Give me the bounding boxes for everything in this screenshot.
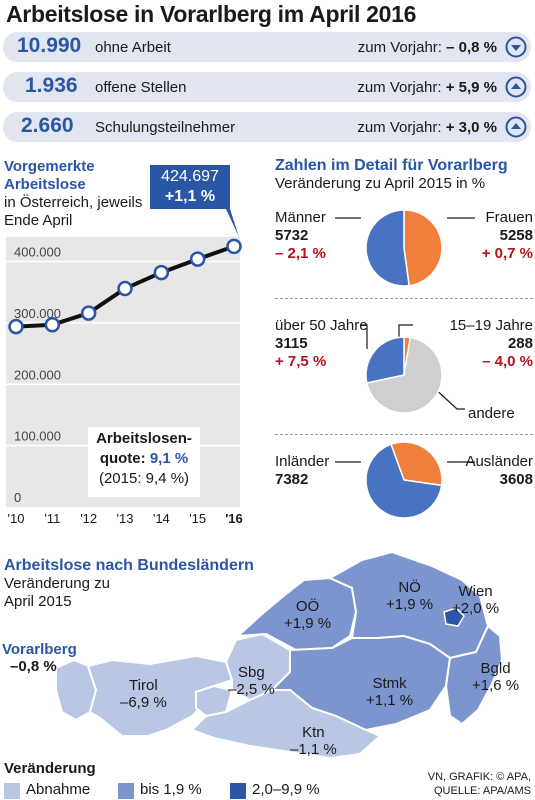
pie-slices <box>365 441 443 519</box>
x-tick-labels: '10 '11 '12 '13 '14 '15 '16 <box>8 511 243 525</box>
kpi-row-trainees: 2.660 Schulungsteilnehmer zum Vorjahr: +… <box>3 112 531 142</box>
arrow-down-icon <box>505 36 527 58</box>
callout-pointer <box>226 209 239 237</box>
data-point <box>8 318 24 335</box>
y-tick-label: 0 <box>14 490 21 505</box>
region-kaernten <box>190 689 382 760</box>
arrow-up-icon <box>505 116 527 138</box>
region-label-oberoesterreich: OÖ +1,9 % <box>284 598 332 632</box>
data-point <box>226 238 242 255</box>
age-right: 15–19 Jahre 288 – 4,0 % <box>449 317 533 370</box>
pie-chart-age <box>361 324 465 414</box>
line-chart-panel: 400.000 300.000 200.000 100.000 0 '10'11'12 '… <box>4 155 244 525</box>
pie-slices <box>365 336 443 414</box>
region-label-niederoesterreich: NÖ +1,9 % <box>386 579 434 613</box>
data-point <box>44 317 61 333</box>
data-point <box>153 264 170 281</box>
pie-slice <box>365 336 405 384</box>
y-tick-label: 200.000 <box>14 367 61 382</box>
line-chart-title: Vorgemerkte Arbeitslose in Österreich, j… <box>4 158 143 229</box>
region-wien <box>443 607 465 627</box>
legend-swatch-decrease <box>4 783 20 799</box>
kpi-value: 2.660 <box>21 114 74 137</box>
pie-chart-gender <box>335 209 475 287</box>
origin-right: Ausländer 3608 <box>465 453 533 488</box>
kpi-row-unemployed: 10.990 ohne Arbeit zum Vorjahr: – 0,8 % <box>3 32 531 62</box>
pie-slice <box>365 443 443 519</box>
origin-left: Inländer 7382 <box>275 453 330 488</box>
x-tick-label: '13 <box>117 511 134 525</box>
legend-label: Abnahme <box>26 781 91 798</box>
callout-value: 424.697 <box>161 168 219 185</box>
page-title: Arbeitslose in Vorarlberg im April 2016 <box>6 1 417 27</box>
age-other-label: andere <box>468 405 515 422</box>
pie-block-origin: Inländer 7382 Ausländer 3608 <box>275 440 533 525</box>
data-point <box>117 280 133 297</box>
pie-slices <box>365 209 443 287</box>
kpi-label: Schulungsteilnehmer <box>95 119 236 136</box>
kpi-label: ohne Arbeit <box>95 39 171 56</box>
legend-title: Veränderung <box>4 760 96 777</box>
y-tick-label: 400.000 <box>14 245 61 260</box>
austria-map <box>55 550 504 760</box>
pie-slice <box>365 209 410 287</box>
y-tick-label: 300.000 <box>14 306 61 321</box>
series-points <box>8 238 242 335</box>
region-label-vorarlberg: Vorarlberg –0,8 % <box>2 641 77 675</box>
region-burgenland <box>444 624 504 726</box>
x-tick-label: '12 <box>80 511 97 525</box>
kpi-value: 10.990 <box>17 34 82 57</box>
credits: VN, GRAFIK: © APA, QUELLE: APA/AMS <box>427 771 531 797</box>
x-tick-label: '11 <box>44 511 60 525</box>
detail-title-block: Zahlen im Detail für Vorarlberg Veränder… <box>275 157 508 192</box>
x-tick-label: '16 <box>225 511 243 525</box>
data-point <box>189 251 206 267</box>
kpi-value: 1.936 <box>25 74 78 97</box>
kpi-row-open-positions: 1.936 offene Stellen zum Vorjahr: + 5,9 … <box>3 72 531 102</box>
data-point <box>80 305 97 321</box>
kpi-change: zum Vorjahr: + 3,0 % <box>357 119 497 136</box>
pie-chart-origin <box>335 441 475 519</box>
region-label-wien: Wien +2,0 % <box>452 583 500 617</box>
gender-right: Frauen 5258 + 0,7 % <box>481 209 533 262</box>
pie-block-gender: Männer 5732 – 2,1 % Frauen 5258 + 0,7 % <box>275 200 533 295</box>
x-tick-label: '10 <box>8 511 25 525</box>
kpi-change: zum Vorjahr: + 5,9 % <box>357 79 497 96</box>
region-label-burgenland: Bgld +1,6 % <box>472 660 520 694</box>
callout-change: +1,1 % <box>164 188 216 205</box>
region-label-steiermark: Stmk +1,1 % <box>366 675 414 709</box>
legend-label: 2,0–9,9 % <box>252 781 320 798</box>
region-label-salzburg: Sbg –2,5 % <box>228 664 275 698</box>
legend-swatch-high <box>230 783 246 799</box>
divider <box>275 434 533 435</box>
pie-block-age: über 50 Jahre 3115 + 7,5 % 15–19 Jahre 2… <box>275 305 533 430</box>
map-title-block: Arbeitslose nach Bundesländern Veränderu… <box>4 557 254 610</box>
x-tick-label: '14 <box>153 511 170 525</box>
legend-label: bis 1,9 % <box>140 781 202 798</box>
divider <box>275 298 533 299</box>
kpi-label: offene Stellen <box>95 79 187 96</box>
y-tick-label: 100.000 <box>14 429 61 444</box>
gender-left: Männer 5732 – 2,1 % <box>275 209 326 262</box>
arrow-up-icon <box>505 76 527 98</box>
pie-slice <box>403 209 443 287</box>
pie-slice <box>390 441 443 487</box>
region-label-kaernten: Ktn –1,1 % <box>290 724 337 758</box>
legend-swatch-low <box>118 783 134 799</box>
callout-box: 424.697 +1,1 % <box>150 165 230 209</box>
x-tick-label: '15 <box>189 511 206 525</box>
kpi-change: zum Vorjahr: – 0,8 % <box>357 39 497 56</box>
quote-box: Arbeitslosen- quote: 9,1 % (2015: 9,4 %) <box>88 427 200 497</box>
age-left: über 50 Jahre 3115 + 7,5 % <box>275 317 368 370</box>
region-label-tirol: Tirol –6,9 % <box>120 677 167 711</box>
